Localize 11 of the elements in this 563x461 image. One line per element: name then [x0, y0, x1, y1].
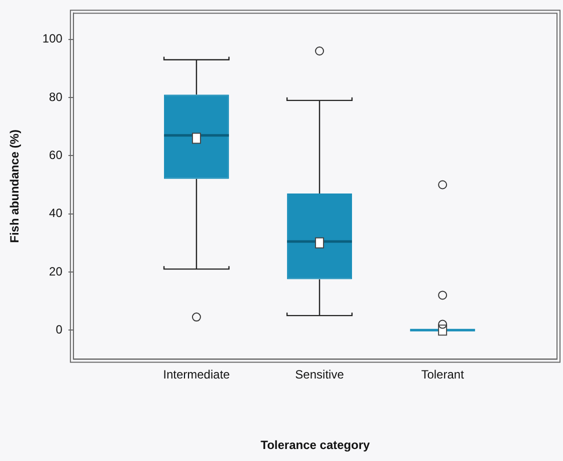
y-axis-title: Fish abundance (%) — [8, 130, 22, 243]
y-tick-label: 60 — [49, 148, 63, 162]
y-tick-label: 100 — [42, 32, 63, 46]
x-tick-label: Sensitive — [295, 368, 344, 382]
x-axis-title: Tolerance category — [260, 438, 370, 452]
x-tick-label: Tolerant — [421, 368, 465, 382]
x-tick-label: Intermediate — [163, 368, 230, 382]
y-tick-label: 0 — [56, 322, 63, 336]
y-tick-label: 20 — [49, 264, 63, 278]
y-tick-label: 40 — [49, 206, 63, 220]
y-tick-label: 80 — [49, 90, 63, 104]
